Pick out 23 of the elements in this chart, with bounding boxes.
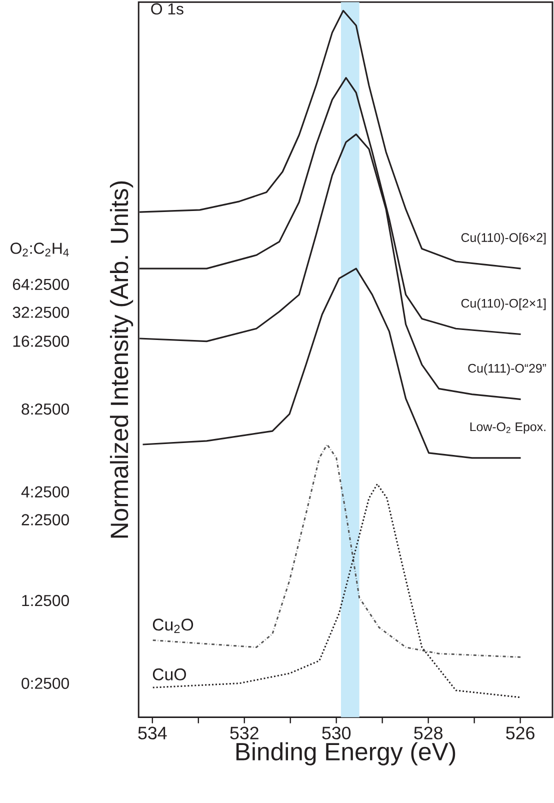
text: 1:2500 [22, 594, 69, 606]
series-label: Cu(110)-O[2×1] [461, 298, 546, 310]
series-label: Cu(111)-O“29” [468, 364, 546, 376]
series-label: Cu$_{2}$O [152, 618, 193, 634]
x-tick-label: 532 [230, 726, 258, 740]
x-tick-label: 534 [138, 726, 167, 740]
y-axis-title: Normalized Intensity (Arb. Units) [110, 181, 133, 538]
x-axis-title: Binding Energy (eV) [236, 742, 455, 766]
x-tick-label: 530 [322, 726, 350, 740]
text: 4:2500 [21, 486, 69, 498]
text: 32:2500 [12, 306, 69, 318]
text: 2:2500 [22, 514, 69, 526]
series-label: CuO [152, 668, 186, 680]
text: 16:2500 [13, 336, 69, 347]
text: 0:2500 [21, 678, 69, 689]
x-tick-label: 528 [414, 726, 442, 740]
x-tick-label: 526 [506, 726, 534, 740]
text: 8:2500 [21, 403, 69, 415]
text: O$_{2}$:C$_{2}$H$_{4}$ [10, 242, 69, 256]
chart-title: O 1s [150, 3, 184, 15]
series-label: Low-O$_{2}$ Epox. [470, 422, 546, 434]
text: 64:2500 [12, 278, 69, 290]
series-label: Cu(110)-O[6×2] [461, 232, 546, 244]
